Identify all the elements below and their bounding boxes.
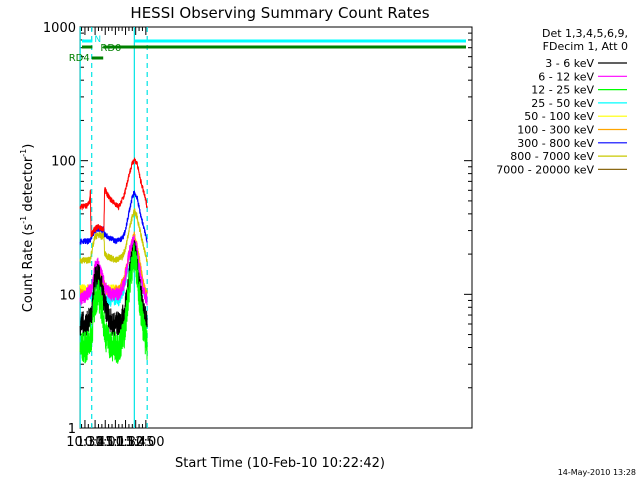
y-tick-label: 100 xyxy=(51,155,76,170)
x-tick-label: 11:00 xyxy=(87,435,124,450)
y-axis-label: Count Rate (s-1 detector-1) xyxy=(19,144,36,313)
legend-label: 7000 - 20000 keV xyxy=(496,163,594,176)
x-tick-label: 11:15 xyxy=(97,435,134,450)
y-tick-label: 1 xyxy=(68,422,76,437)
legend-label: 800 - 7000 keV xyxy=(510,150,594,163)
chart-title: HESSI Observing Summary Count Rates xyxy=(130,4,429,22)
y-tick-label: 1000 xyxy=(43,21,76,36)
legend-label: 12 - 25 keV xyxy=(531,84,594,97)
series-line xyxy=(79,242,148,364)
x-tick-label: 10:45 xyxy=(76,435,113,450)
flag-label-n: N xyxy=(94,35,101,45)
legend-header-line1: Det 1,3,4,5,6,9, xyxy=(542,27,628,40)
legend-label: 300 - 800 keV xyxy=(517,137,594,150)
series-layer xyxy=(79,157,148,364)
x-tick-label: 10:30 xyxy=(66,435,103,450)
series-line xyxy=(79,235,148,306)
legend-label: 100 - 300 keV xyxy=(517,124,594,137)
legend-label: 50 - 100 keV xyxy=(524,110,594,123)
legend-label: 25 - 50 keV xyxy=(531,97,594,110)
legend-header-line2: FDecim 1, Att 0 xyxy=(543,40,628,53)
timestamp: 14-May-2010 13:28 xyxy=(558,468,636,477)
y-tick-label: 10 xyxy=(59,288,76,303)
x-tick-label: 12:00 xyxy=(127,435,164,450)
series-line xyxy=(79,208,148,264)
vertical-markers xyxy=(79,27,148,428)
series-line xyxy=(79,190,148,246)
x-tick-label: 11:45 xyxy=(117,435,154,450)
legend: Det 1,3,4,5,6,9, FDecim 1, Att 0 3 - 6 k… xyxy=(496,27,628,176)
legend-label: 3 - 6 keV xyxy=(545,57,594,70)
legend-label: 6 - 12 keV xyxy=(538,70,594,83)
x-tick-label: 11:30 xyxy=(107,435,144,450)
series-line xyxy=(79,157,148,238)
flag-label-rd4: RD4 xyxy=(69,53,90,64)
x-axis-label: Start Time (10-Feb-10 10:22:42) xyxy=(175,456,385,471)
flag-label-rd0: RD0 xyxy=(100,43,121,54)
